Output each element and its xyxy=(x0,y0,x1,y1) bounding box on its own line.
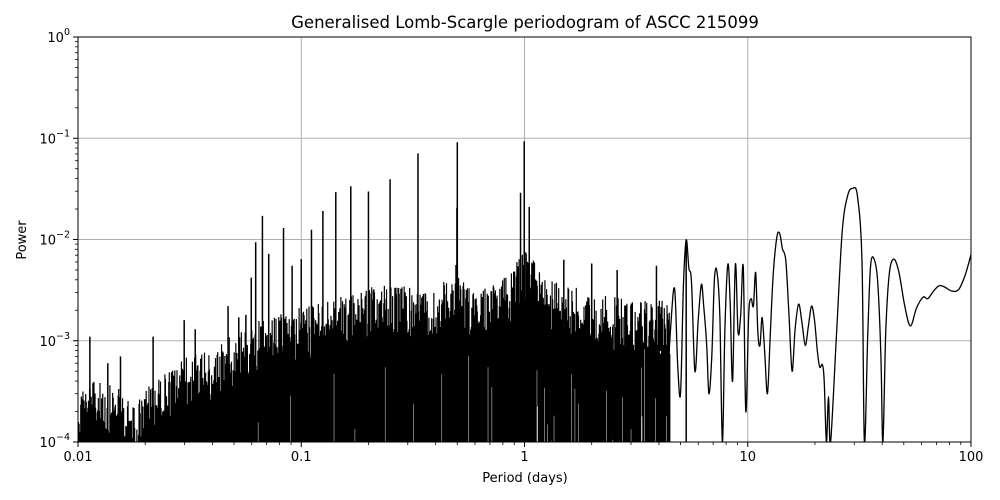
noise-region xyxy=(78,252,671,442)
x-tick-label: 0.1 xyxy=(291,450,312,465)
plot-area xyxy=(78,141,971,442)
periodogram-peaks xyxy=(89,141,687,442)
x-tick-label: 1 xyxy=(520,450,528,465)
y-tick-label: 10−3 xyxy=(39,331,70,350)
x-tick-label: 100 xyxy=(959,450,984,465)
x-axis-label: Period (days) xyxy=(482,471,568,486)
x-axis: 0.01 0.1 1 10 100 xyxy=(64,442,984,465)
y-tick-label: 10−1 xyxy=(39,128,70,147)
periodogram-curve xyxy=(665,186,971,442)
y-tick-label: 10−4 xyxy=(39,432,70,451)
y-tick-label: 100 xyxy=(47,27,70,46)
x-tick-label: 0.01 xyxy=(64,450,93,465)
chart-title: Generalised Lomb-Scargle periodogram of … xyxy=(291,13,759,32)
y-tick-label: 10−2 xyxy=(39,230,70,249)
x-tick-label: 10 xyxy=(739,450,756,465)
y-axis-label: Power xyxy=(15,220,30,260)
y-axis: 10−4 10−3 10−2 10−1 100 xyxy=(39,27,78,451)
